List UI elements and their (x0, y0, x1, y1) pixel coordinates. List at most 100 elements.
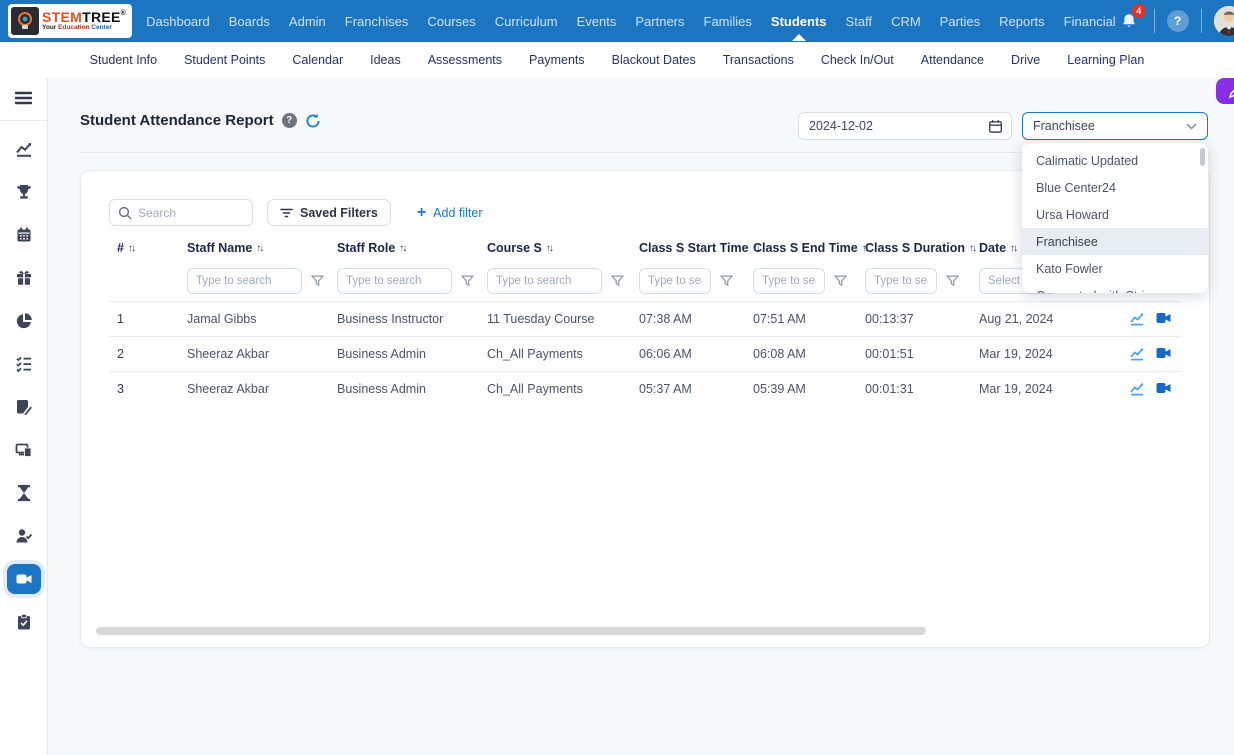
funnel-filter-icon[interactable] (834, 275, 847, 288)
sidebar-item-pie-chart[interactable] (7, 306, 41, 336)
search-input[interactable] (138, 206, 238, 220)
sort-icon[interactable]: ↑↓ (1010, 243, 1016, 254)
sidebar-item-line-chart[interactable] (7, 134, 41, 164)
topnav-item-curriculum[interactable]: Curriculum (495, 2, 558, 41)
column-header-staff-role[interactable]: Staff Role↑↓ (337, 241, 487, 255)
column-header-course[interactable]: Course S ↑↓ (487, 241, 639, 255)
table-row[interactable]: 2 Sheeraz Akbar Business Admin Ch_All Pa… (109, 336, 1181, 371)
attendance-chart-icon[interactable] (1130, 382, 1144, 396)
table-row[interactable]: 3 Sheeraz Akbar Business Admin Ch_All Pa… (109, 371, 1181, 406)
dropdown-option-franchisee[interactable]: Franchisee (1022, 228, 1208, 255)
topnav-item-franchises[interactable]: Franchises (345, 2, 409, 41)
subnav-item-student-points[interactable]: Student Points (184, 53, 265, 67)
filter-input-course[interactable] (487, 268, 602, 294)
dropdown-option-connected-with-stripe[interactable]: Connected with Stripe (1022, 282, 1208, 293)
title-help-icon[interactable]: ? (282, 113, 297, 128)
sidebar-item-calendar[interactable] (7, 220, 41, 250)
horizontal-scrollbar[interactable] (96, 627, 926, 635)
sidebar-item-document-edit[interactable] (7, 392, 41, 422)
video-recording-icon[interactable] (1156, 382, 1171, 396)
subnav-item-attendance[interactable]: Attendance (921, 53, 984, 67)
video-recording-icon[interactable] (1156, 312, 1171, 326)
funnel-filter-icon[interactable] (461, 275, 474, 288)
cell-start-time: 05:37 AM (639, 382, 753, 396)
topnav-item-reports[interactable]: Reports (999, 2, 1045, 41)
table-search[interactable] (109, 199, 253, 226)
dropdown-option-calimatic-updated[interactable]: Calimatic Updated (1022, 147, 1208, 174)
column-header-end-time[interactable]: Class S End Time↑↓ (753, 241, 865, 255)
sort-icon[interactable]: ↑↓ (546, 243, 552, 254)
sort-icon[interactable]: ↑↓ (969, 243, 975, 254)
user-avatar[interactable] (1214, 6, 1234, 36)
topnav-item-crm[interactable]: CRM (891, 2, 921, 41)
sidebar-item-devices[interactable] (7, 435, 41, 465)
franchise-select[interactable]: Franchisee (1022, 112, 1208, 140)
table-toolbar: Saved Filters + Add filter (109, 199, 1181, 226)
dropdown-scrollbar[interactable] (1200, 148, 1205, 166)
topnav-item-dashboard[interactable]: Dashboard (146, 2, 210, 41)
dropdown-option-ursa-howard[interactable]: Ursa Howard (1022, 201, 1208, 228)
topnav-item-financial[interactable]: Financial (1064, 2, 1116, 41)
edit-fab-button[interactable] (1216, 78, 1234, 104)
topnav-item-parties[interactable]: Parties (940, 2, 980, 41)
subnav-item-blackout-dates[interactable]: Blackout Dates (612, 53, 696, 67)
notifications-bell-icon[interactable]: 4 (1116, 8, 1142, 34)
subnav-item-assessments[interactable]: Assessments (428, 53, 502, 67)
attendance-chart-icon[interactable] (1130, 347, 1144, 361)
subnav-item-transactions[interactable]: Transactions (723, 53, 794, 67)
filter-input-staff-role[interactable] (337, 268, 452, 294)
topnav-item-staff[interactable]: Staff (846, 2, 873, 41)
subnav-item-drive[interactable]: Drive (1011, 53, 1040, 67)
filter-input-end-time[interactable] (753, 268, 825, 294)
column-header-duration[interactable]: Class S Duration↑↓ (865, 241, 979, 255)
sort-icon[interactable]: ↑↓ (128, 243, 134, 254)
sidebar-item-person-check[interactable] (7, 521, 41, 551)
column-label: Course S (487, 241, 542, 255)
topnav-item-courses[interactable]: Courses (427, 2, 475, 41)
filter-input-duration[interactable] (865, 268, 937, 294)
subnav-item-ideas[interactable]: Ideas (370, 53, 401, 67)
column-header-staff-name[interactable]: Staff Name↑↓ (187, 241, 337, 255)
funnel-filter-icon[interactable] (611, 275, 624, 288)
funnel-filter-icon[interactable] (311, 275, 324, 288)
sidebar-item-gift[interactable] (7, 263, 41, 293)
table-row[interactable]: 1 Jamal Gibbs Business Instructor 11 Tue… (109, 301, 1181, 336)
subnav-item-calendar[interactable]: Calendar (292, 53, 343, 67)
calendar-icon[interactable] (988, 119, 1003, 134)
sidebar-item-checklist[interactable] (7, 349, 41, 379)
refresh-icon[interactable] (305, 113, 321, 129)
sort-icon[interactable]: ↑↓ (399, 243, 405, 254)
topnav-item-boards[interactable]: Boards (229, 2, 270, 41)
filter-input-start-time[interactable] (639, 268, 711, 294)
filter-input-staff-name[interactable] (187, 268, 302, 294)
brand-logo[interactable]: STEMTREE® Your Education Center (8, 4, 132, 38)
subnav-item-learning-plan[interactable]: Learning Plan (1067, 53, 1144, 67)
column-header-start-time[interactable]: Class S Start Time↑↓ (639, 241, 753, 255)
topnav-item-admin[interactable]: Admin (289, 2, 326, 41)
add-filter-button[interactable]: + Add filter (417, 205, 483, 221)
topnav-item-students[interactable]: Students (771, 2, 827, 41)
subnav-item-payments[interactable]: Payments (529, 53, 585, 67)
saved-filters-button[interactable]: Saved Filters (267, 199, 391, 226)
topnav-item-families[interactable]: Families (704, 2, 752, 41)
sidebar-menu-toggle[interactable] (15, 91, 32, 110)
subnav-item-student-info[interactable]: Student Info (90, 53, 157, 67)
date-input[interactable] (809, 119, 988, 133)
topnav-item-partners[interactable]: Partners (635, 2, 684, 41)
attendance-chart-icon[interactable] (1130, 312, 1144, 326)
column-header-num[interactable]: #↑↓ (109, 241, 187, 255)
sidebar-item-trophy[interactable] (7, 177, 41, 207)
sidebar-item-clipboard-check[interactable] (7, 607, 41, 637)
dropdown-option-kato-fowler[interactable]: Kato Fowler (1022, 255, 1208, 282)
sidebar-item-video-attendance[interactable] (7, 564, 41, 594)
sidebar-item-hourglass[interactable] (7, 478, 41, 508)
report-date-picker[interactable] (798, 112, 1012, 140)
video-recording-icon[interactable] (1156, 347, 1171, 361)
help-icon[interactable]: ? (1167, 10, 1189, 32)
funnel-filter-icon[interactable] (720, 275, 733, 288)
dropdown-option-blue-center24[interactable]: Blue Center24 (1022, 174, 1208, 201)
subnav-item-check-in-out[interactable]: Check In/Out (821, 53, 894, 67)
sort-icon[interactable]: ↑↓ (256, 243, 262, 254)
funnel-filter-icon[interactable] (946, 275, 959, 288)
topnav-item-events[interactable]: Events (577, 2, 617, 41)
